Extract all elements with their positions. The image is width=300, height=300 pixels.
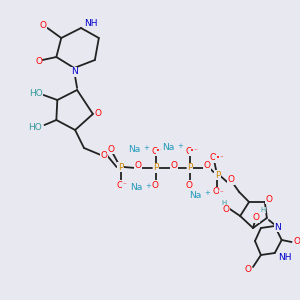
Text: +: + <box>177 143 183 149</box>
Text: NH: NH <box>84 20 98 28</box>
Text: HO: HO <box>28 124 41 133</box>
Text: Na: Na <box>128 146 140 154</box>
Text: P: P <box>154 164 159 172</box>
Text: O: O <box>170 161 177 170</box>
Text: ⁻: ⁻ <box>220 190 223 196</box>
Text: +: + <box>143 145 149 151</box>
Text: O: O <box>116 181 123 190</box>
Text: O: O <box>223 206 230 214</box>
Text: O: O <box>152 181 159 190</box>
Text: O: O <box>244 265 252 274</box>
Text: O: O <box>213 188 220 196</box>
Text: •⁻: •⁻ <box>190 148 198 154</box>
Text: P: P <box>118 163 123 172</box>
Text: H: H <box>260 207 266 213</box>
Text: O: O <box>253 214 260 223</box>
Text: O: O <box>40 22 47 31</box>
Text: N: N <box>274 223 281 232</box>
Text: O: O <box>35 56 42 65</box>
Text: ⁻: ⁻ <box>123 182 126 188</box>
Text: O: O <box>210 154 217 163</box>
Text: O: O <box>265 194 272 203</box>
Text: O: O <box>135 160 142 169</box>
Text: Na: Na <box>190 190 202 200</box>
Text: •⁻: •⁻ <box>156 148 164 154</box>
Text: N: N <box>71 68 77 76</box>
Text: +: + <box>145 183 151 189</box>
Text: Na: Na <box>162 143 174 152</box>
Text: P: P <box>187 164 192 172</box>
Text: O: O <box>185 181 192 190</box>
Text: O: O <box>107 145 114 154</box>
Text: P: P <box>215 170 220 179</box>
Text: O: O <box>185 146 192 155</box>
Text: O: O <box>152 146 159 155</box>
Text: NH: NH <box>278 253 291 262</box>
Text: H: H <box>222 200 227 206</box>
Text: O: O <box>100 152 107 160</box>
Text: Na: Na <box>130 184 142 193</box>
Text: O: O <box>228 176 235 184</box>
Text: •⁻: •⁻ <box>215 155 223 161</box>
Text: HO: HO <box>29 89 43 98</box>
Text: +: + <box>205 190 211 196</box>
Text: O: O <box>94 110 101 118</box>
Text: O: O <box>203 161 210 170</box>
Text: O: O <box>293 238 300 247</box>
